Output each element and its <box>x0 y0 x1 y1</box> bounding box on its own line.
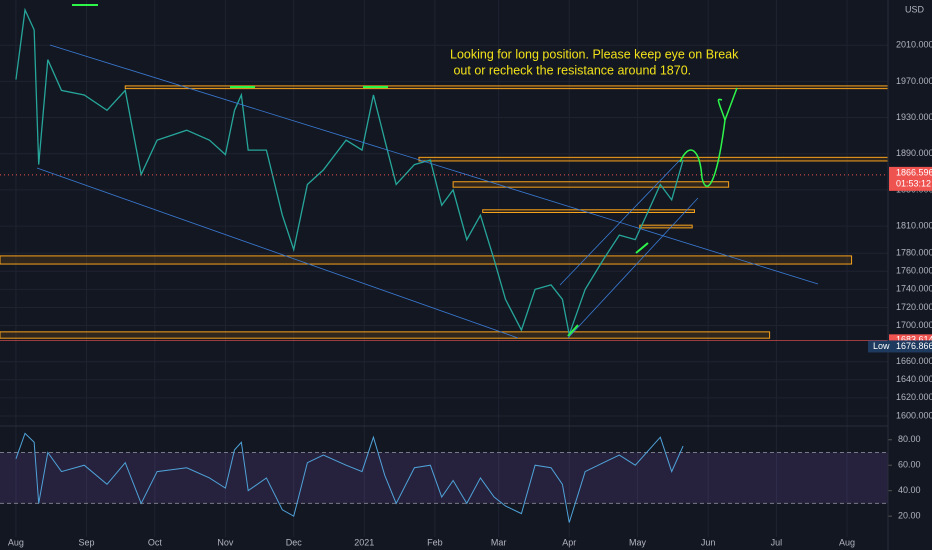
channel-line <box>36 167 519 339</box>
y-tick-label: 1930.000 <box>896 112 932 122</box>
low-badge <box>868 340 932 353</box>
y-tick-label: 1740.000 <box>896 284 932 294</box>
x-tick-label: Sep <box>79 537 95 547</box>
x-tick-label: Feb <box>427 537 443 547</box>
resistance-zone <box>452 181 730 188</box>
forecast-curve <box>679 87 738 187</box>
x-tick-label: Aug <box>8 537 24 547</box>
marker <box>567 324 579 337</box>
rsi-tick-label: 80.00 <box>898 434 921 444</box>
rsi-tick-label: 60.00 <box>898 460 921 470</box>
rsi-line <box>15 432 684 523</box>
y-tick-label: 1660.000 <box>896 356 932 366</box>
x-tick-label: Oct <box>148 537 163 547</box>
x-tick-label: Mar <box>491 537 507 547</box>
marks <box>0 7 889 523</box>
rsi-band <box>0 452 888 504</box>
currency: USD <box>905 4 925 14</box>
price-line <box>15 7 684 338</box>
price-badge <box>889 166 932 191</box>
price-badge-label: 1683.614 <box>896 335 932 345</box>
channel-line <box>49 44 819 285</box>
x-tick-label: Dec <box>286 537 303 547</box>
y-tick-label: 1620.000 <box>896 392 932 402</box>
resistance-zone <box>639 224 693 229</box>
forecast-curve <box>717 98 726 121</box>
annotation: out or recheck the resistance around 187… <box>450 63 691 77</box>
low-price: 1676.866 <box>896 341 932 351</box>
rsi-tick-label: 40.00 <box>898 485 921 495</box>
price-badge-label: 1866.596 <box>896 167 932 177</box>
low-label: Low <box>873 341 890 351</box>
y-tick-label: 1640.000 <box>896 374 932 384</box>
countdown: 01:53:12 <box>896 178 931 188</box>
y-tick-label: 1970.000 <box>896 76 932 86</box>
y-tick-label: 1700.000 <box>896 320 932 330</box>
x-tick-label: Nov <box>217 537 234 547</box>
marker <box>635 242 649 254</box>
y-tick-label: 1780.000 <box>896 248 932 258</box>
x-tick-label: 2021 <box>354 537 374 547</box>
channel-line <box>567 197 699 339</box>
resistance-zone <box>0 331 771 339</box>
x-tick-label: Jul <box>771 537 783 547</box>
grid <box>0 0 892 537</box>
y-tick-label: 1810.000 <box>896 220 932 230</box>
x-tick-label: Apr <box>562 537 576 547</box>
resistance-zone <box>482 209 695 213</box>
y-tick-label: 1760.000 <box>896 266 932 276</box>
y-tick-label: 2010.000 <box>896 40 932 50</box>
resistance-zone <box>418 156 889 162</box>
x-tick-label: May <box>629 537 647 547</box>
resistance-zone <box>0 255 853 265</box>
x-tick-label: Jun <box>701 537 716 547</box>
y-tick-label: 1600.000 <box>896 410 932 420</box>
y-tick-label: 1720.000 <box>896 302 932 312</box>
y-tick-label: 1890.000 <box>896 148 932 158</box>
channel-line <box>559 159 681 286</box>
annotation: Looking for long position. Please keep e… <box>450 47 739 61</box>
x-tick-label: Aug <box>839 537 855 547</box>
rsi-tick-label: 20.00 <box>898 511 921 521</box>
